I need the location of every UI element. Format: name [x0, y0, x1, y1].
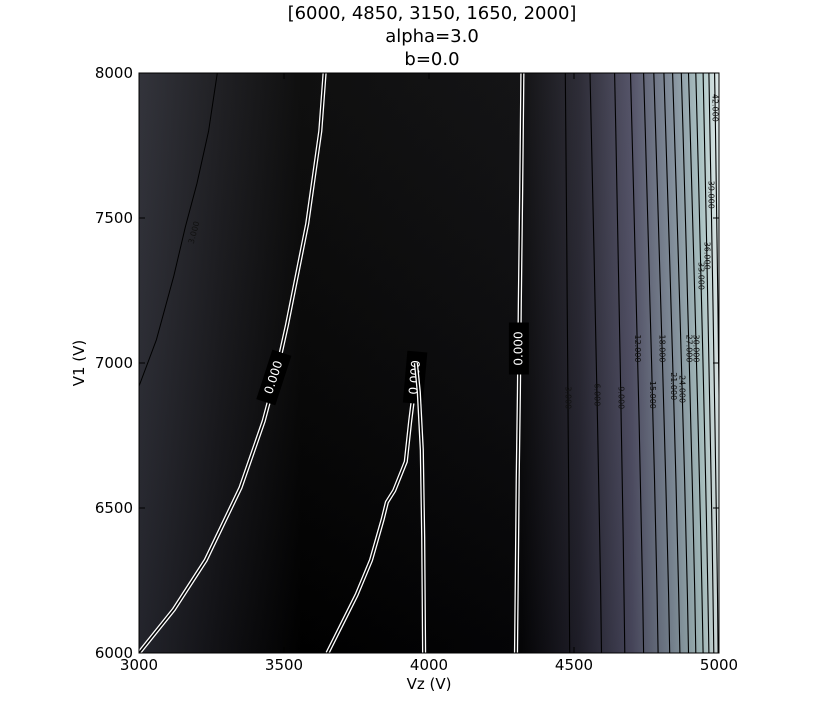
zero-contour-label-bg — [508, 322, 529, 375]
x-tick-label: 3500 — [265, 656, 303, 674]
y-tick-label: 7000 — [95, 354, 133, 372]
level-contour-label: 42.000 — [711, 94, 720, 122]
y-axis-label: V1 (V) — [70, 340, 88, 387]
zero-contour-inner — [415, 362, 425, 653]
title-line-2: alpha=3.0 — [385, 26, 479, 47]
x-axis-label: Vz (V) — [407, 675, 452, 693]
y-tick-label: 6500 — [95, 499, 133, 517]
level-contour-label: 18.000 — [658, 335, 667, 363]
zero-contour-label: 0.000 — [511, 331, 525, 365]
level-contour-line — [653, 73, 671, 653]
level-contour-line — [564, 73, 571, 653]
level-contour-label: 12.000 — [633, 335, 642, 363]
left-contour-line — [139, 73, 218, 387]
zero-contour-label-bg — [256, 349, 292, 406]
level-contour-line — [672, 73, 690, 653]
level-contour-line — [695, 73, 710, 653]
chart-title: [6000, 4850, 3150, 1650, 2000] alpha=3.0… — [288, 3, 577, 70]
level-contour-label: 27.000 — [684, 335, 693, 363]
level-contour-label: 24.000 — [678, 375, 687, 403]
level-contour-label: 6.000 — [592, 383, 601, 406]
level-contour-line — [702, 73, 715, 653]
level-contour-label: 15.000 — [648, 381, 657, 409]
level-contour-label: 33.000 — [696, 262, 705, 290]
level-contour-label: 30.000 — [692, 335, 701, 363]
y-tick-label: 8000 — [95, 64, 133, 82]
x-tick-label: 3000 — [120, 656, 158, 674]
x-tick-label: 5000 — [700, 656, 738, 674]
level-contour-line — [629, 73, 645, 653]
x-axis: 3000 3500 4000 4500 5000 — [120, 73, 738, 674]
zero-contour-label-bg — [402, 350, 428, 405]
y-axis: 6000 6500 7000 7500 8000 — [95, 64, 719, 662]
level-contour-line — [663, 73, 681, 653]
x-tick-label: 4000 — [410, 656, 448, 674]
x-tick-label: 4500 — [555, 656, 593, 674]
level-contour-line — [680, 73, 697, 653]
title-line-3: b=0.0 — [404, 49, 459, 70]
level-contour-label: 3.000 — [563, 386, 572, 409]
title-line-1: [6000, 4850, 3150, 1650, 2000] — [288, 3, 577, 24]
level-contour-line — [643, 73, 659, 653]
level-contour-label: 9.000 — [616, 386, 625, 409]
level-contour-line — [614, 73, 626, 653]
zero-contour-inner — [326, 397, 414, 653]
level-contour-line — [687, 73, 704, 653]
zero-contour-inner — [515, 73, 524, 653]
y-tick-label: 7500 — [95, 209, 133, 227]
y-tick-label: 6000 — [95, 644, 133, 662]
level-contour-label: 21.000 — [669, 372, 678, 400]
level-contour-label: 36.000 — [702, 242, 711, 270]
contour-field-shade — [139, 73, 719, 653]
level-contour-label: 39.000 — [707, 181, 716, 209]
level-contour-line — [589, 73, 603, 653]
